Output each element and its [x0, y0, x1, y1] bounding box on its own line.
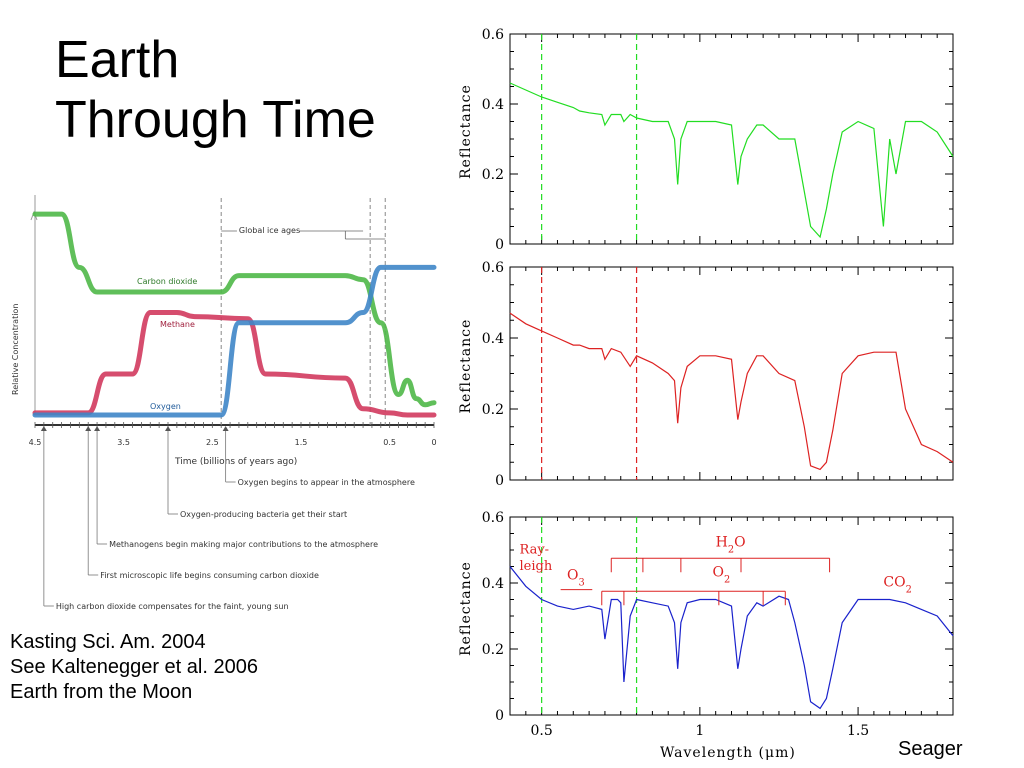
- x-tick-label: 1: [695, 723, 704, 739]
- label-rayleigh-1: Ray-: [519, 542, 549, 557]
- spectrum-line: [509, 566, 954, 710]
- atmosphere-chart: Relative Concentration 4.5 3.5 2.5 1.5 0.5 0 Ti…: [11, 195, 437, 611]
- ice-age-label: Global ice ages: [239, 226, 300, 235]
- annotation-arrow: [40, 426, 47, 431]
- annotation-text: First microscopic life begins consuming …: [100, 571, 319, 580]
- x-tick-label: 0.5: [383, 438, 396, 447]
- y-tick-label: 0: [495, 237, 504, 253]
- label-co2: CO2: [883, 574, 911, 595]
- y-tick-label: 0.2: [482, 402, 504, 418]
- x-tick-label: 3.5: [117, 438, 130, 447]
- x-tick-label: 2.5: [206, 438, 219, 447]
- y-axis-label: Reflectance: [458, 561, 474, 656]
- y-axis-label: Relative Concentration: [11, 304, 20, 395]
- x-tick-label: 0.5: [531, 723, 553, 739]
- label-o3: O3: [567, 568, 585, 589]
- slide-title-line-1: Earth: [55, 31, 180, 89]
- annotation-text: Methanogens begin making major contribut…: [109, 540, 378, 549]
- annotation-arrow: [165, 426, 171, 431]
- annotation-arrow: [222, 426, 229, 431]
- panel-1: 0 0.2 0.4 0.6 Reflectance: [458, 27, 954, 253]
- credits: Kasting Sci. Am. 2004 See Kaltenegger et…: [10, 630, 258, 705]
- panel-2: 0 0.2 0.4 0.6 Reflectance: [458, 260, 954, 489]
- y-tick-label: 0.2: [482, 167, 504, 183]
- panel-frame: [509, 33, 954, 245]
- credit-line-3: Earth from the Moon: [10, 681, 193, 703]
- y-tick-label: 0.2: [482, 642, 504, 658]
- spectra-chart: 0 0.2 0.4 0.6 Reflectance 0 0.2 0.4 0.6 Reflectan…: [458, 27, 954, 761]
- x-tick-label: 1.5: [847, 723, 869, 739]
- y-tick-label: 0.4: [482, 331, 504, 347]
- series-label-carbon-dioxide: Carbon dioxide: [137, 277, 197, 286]
- panel-3: 0 0.2 0.4 0.6 Reflectance Ray-leigh O3 H2O O2 CO2…: [458, 510, 954, 739]
- annotation-arrow: [94, 426, 101, 431]
- series-methane: [32, 310, 437, 418]
- panel-frame: [509, 266, 954, 481]
- x-tick-label: 0: [431, 438, 436, 447]
- label-o2: O2: [713, 564, 731, 585]
- y-tick-label: 0.6: [482, 27, 504, 43]
- label-rayleigh-2: leigh: [519, 559, 552, 574]
- y-tick-label: 0.6: [482, 510, 504, 526]
- slide-title-line-2: Through Time: [55, 91, 376, 149]
- x-tick-label: 1.5: [295, 438, 308, 447]
- series-carbon-dioxide: [32, 211, 437, 408]
- label-h2o: H2O: [716, 535, 746, 556]
- y-tick-label: 0.6: [482, 260, 504, 276]
- credit-line-2: See Kaltenegger et al. 2006: [10, 656, 258, 678]
- series-oxygen: [32, 264, 437, 418]
- spectrum-line: [509, 312, 954, 471]
- y-axis-label: Reflectance: [458, 84, 474, 179]
- annotation-text: Oxygen-producing bacteria get their star…: [180, 510, 347, 519]
- annotation-text: Oxygen begins to appear in the atmospher…: [238, 478, 415, 487]
- x-axis-label: Wavelength (μm): [660, 745, 796, 761]
- attribution: Seager: [898, 738, 963, 760]
- credit-line-1: Kasting Sci. Am. 2004: [10, 631, 206, 653]
- y-tick-label: 0.4: [482, 576, 504, 592]
- x-tick-label: 4.5: [29, 438, 42, 447]
- annotation-arrow: [85, 426, 92, 431]
- slide-title: Earth Through Time: [55, 30, 376, 150]
- series-label-methane: Methane: [160, 320, 195, 329]
- y-tick-label: 0: [495, 473, 504, 489]
- y-tick-label: 0: [495, 708, 504, 724]
- annotation-text: High carbon dioxide compensates for the …: [56, 602, 289, 611]
- spectrum-line: [509, 82, 954, 239]
- y-axis-label: Reflectance: [458, 319, 474, 414]
- x-axis-label: Time (billions of years ago): [174, 457, 297, 467]
- y-tick-label: 0.4: [482, 97, 504, 113]
- series-label-oxygen: Oxygen: [150, 402, 181, 411]
- ice-age-label-bg: [236, 224, 299, 236]
